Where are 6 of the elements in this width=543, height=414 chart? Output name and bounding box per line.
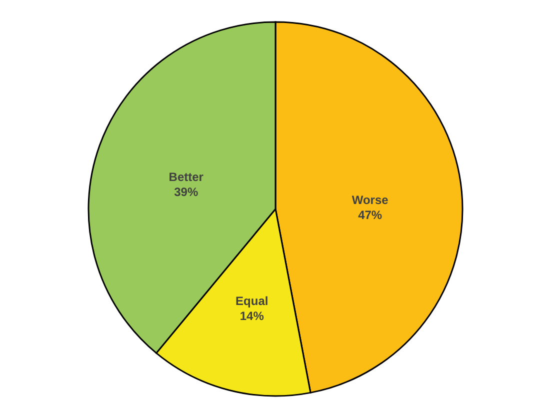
slice-label: Worse — [352, 193, 389, 208]
data-label: 47% — [358, 208, 382, 222]
data-label: 14% — [240, 309, 264, 324]
data-label: 39% — [174, 184, 198, 199]
slice-label: Better — [168, 170, 204, 184]
slice-label: Equal — [236, 294, 268, 308]
